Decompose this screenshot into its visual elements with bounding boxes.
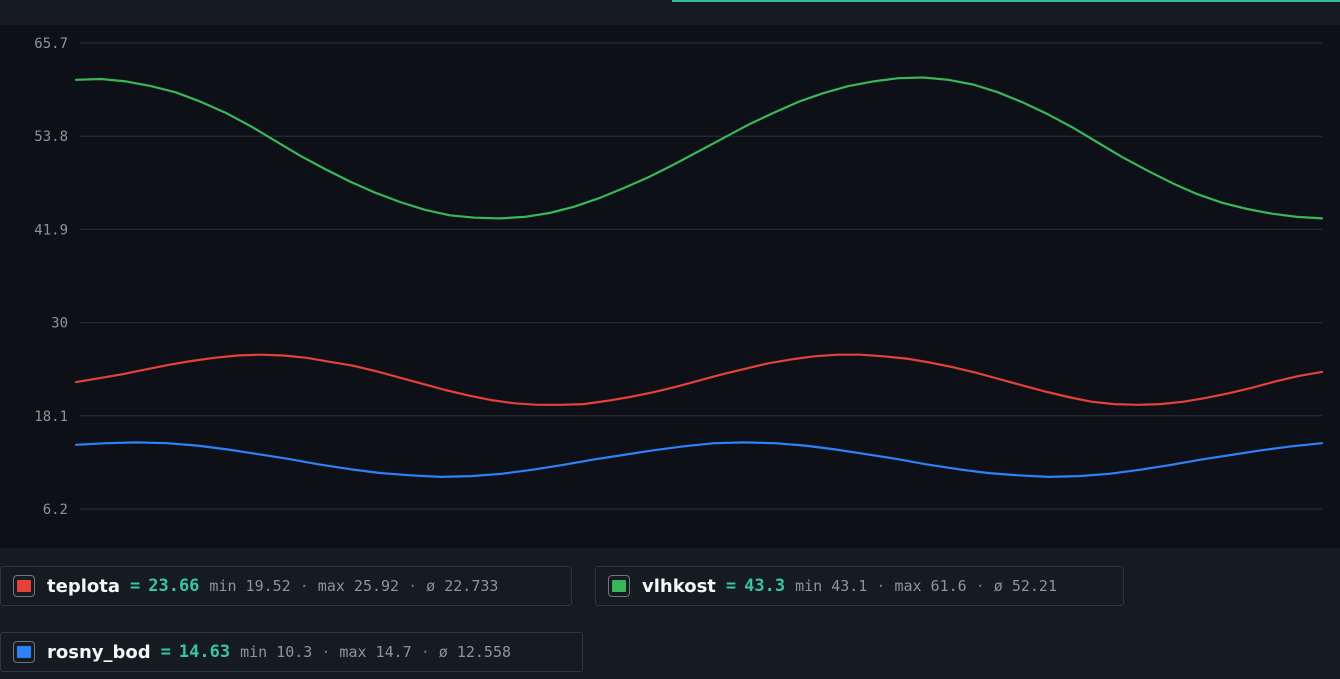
legend-swatch-rosny-bod[interactable] — [13, 641, 35, 663]
legend-separator: · — [975, 577, 985, 595]
legend-swatch-teplota[interactable] — [13, 575, 35, 597]
active-tab-indicator — [672, 0, 1340, 2]
y-axis-ticks: 65.7 53.8 41.9 30 18.1 6.2 — [34, 36, 68, 518]
legend-min: min 19.52 — [209, 577, 291, 595]
legend-current-value: 43.3 — [744, 576, 786, 596]
top-bar — [0, 0, 1340, 25]
y-tick-label: 53.8 — [34, 129, 68, 145]
legend-max: max 61.6 — [894, 577, 967, 595]
legend-stats: min 10.3 · max 14.7 · ø 12.558 — [240, 643, 511, 661]
line-chart[interactable]: 65.7 53.8 41.9 30 18.1 6.2 — [0, 25, 1340, 548]
legend-max: max 14.7 — [339, 643, 412, 661]
series-line-vlhkost — [74, 76, 1324, 220]
grid — [80, 42, 1322, 510]
legend-item-vlhkost[interactable]: vlhkost = 43.3 min 43.1 · max 61.6 · ø 5… — [595, 566, 1124, 606]
legend-current-value: 14.63 — [178, 642, 231, 662]
legend-min: min 10.3 — [240, 643, 313, 661]
y-tick-label: 18.1 — [34, 409, 68, 425]
legend-avg: ø 12.558 — [438, 643, 512, 661]
legend-series-name: vlhkost — [642, 575, 716, 597]
legend-equals: = — [725, 576, 737, 596]
swatch-color-rosny-bod — [17, 646, 31, 658]
legend-series-name: rosny_bod — [47, 641, 151, 663]
legend-stats: min 43.1 · max 61.6 · ø 52.21 — [795, 577, 1057, 595]
y-tick-label: 6.2 — [43, 502, 68, 518]
series-line-rosny-bod — [74, 441, 1324, 478]
plot-panel[interactable]: 65.7 53.8 41.9 30 18.1 6.2 — [0, 25, 1340, 548]
swatch-color-vlhkost — [612, 580, 626, 592]
legend-swatch-vlhkost[interactable] — [608, 575, 630, 597]
legend-avg: ø 22.733 — [426, 577, 499, 595]
legend-separator: · — [408, 577, 418, 595]
legend-equals: = — [160, 642, 171, 662]
legend-min: min 43.1 — [795, 577, 868, 595]
legend-stats: min 19.52 · max 25.92 · ø 22.733 — [209, 577, 498, 595]
legend-item-teplota[interactable]: teplota = 23.66 min 19.52 · max 25.92 · … — [0, 566, 572, 606]
legend-avg: ø 52.21 — [993, 577, 1057, 595]
series — [74, 76, 1324, 478]
legend-separator: · — [321, 643, 331, 661]
legend-item-rosny-bod[interactable]: rosny_bod = 14.63 min 10.3 · max 14.7 · … — [0, 632, 583, 672]
series-line-teplota — [74, 353, 1324, 406]
legend-separator: · — [876, 577, 886, 595]
y-tick-label: 65.7 — [34, 36, 68, 52]
legend-separator: · — [420, 643, 430, 661]
y-tick-label: 41.9 — [34, 222, 68, 238]
legend-max: max 25.92 — [317, 577, 400, 595]
legend-series-name: teplota — [47, 575, 120, 597]
legend-current-value: 23.66 — [148, 576, 200, 596]
legend-equals: = — [129, 576, 141, 596]
swatch-color-teplota — [17, 580, 31, 592]
legend-separator: · — [299, 577, 309, 595]
y-tick-label: 30 — [51, 316, 68, 332]
